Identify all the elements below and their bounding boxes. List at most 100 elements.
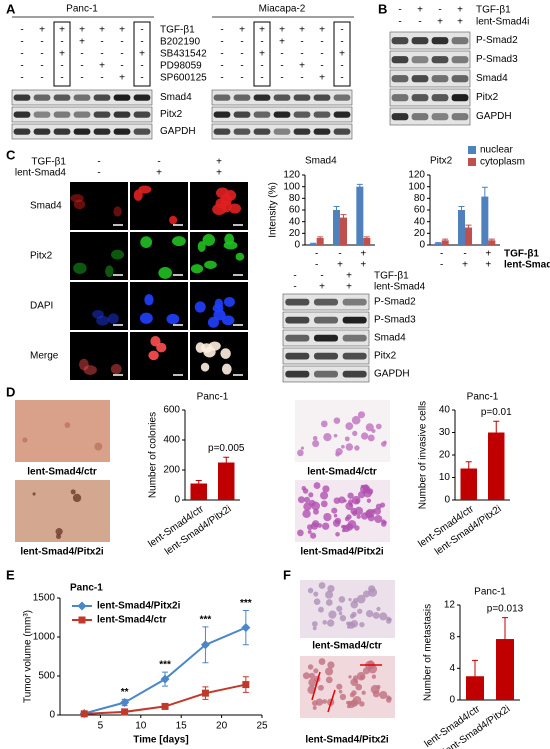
sign: -	[340, 37, 343, 48]
sign: -	[220, 73, 223, 84]
cell	[96, 315, 110, 326]
photo-feature	[323, 432, 332, 442]
photo-feature	[310, 532, 317, 539]
error-bar	[223, 456, 230, 469]
sign: -	[315, 260, 318, 271]
marker	[80, 710, 88, 718]
blot-band	[431, 37, 449, 45]
bar	[356, 186, 364, 245]
blot-band	[33, 111, 51, 118]
error-bar	[202, 626, 209, 664]
cell	[221, 363, 232, 375]
cell	[190, 264, 204, 274]
cell	[215, 187, 230, 199]
error-bar	[458, 206, 465, 214]
blot-band	[233, 128, 251, 135]
error-bar	[333, 206, 340, 214]
blot-band	[253, 111, 271, 118]
sign: -	[140, 61, 143, 72]
photo-feature	[72, 493, 82, 503]
sign: -	[340, 61, 343, 72]
cell	[235, 252, 245, 261]
photo-feature	[375, 423, 382, 430]
sign: -	[260, 73, 263, 84]
sign: -	[60, 37, 63, 48]
blot-band	[391, 37, 409, 45]
cell	[73, 262, 87, 274]
legend-swatch	[468, 146, 476, 154]
blot-band	[213, 128, 231, 135]
sign: +	[216, 168, 222, 179]
sign: +	[319, 25, 325, 36]
photo-feature	[297, 529, 304, 537]
image-label: lent-Smad4/Pitx2i	[20, 547, 104, 558]
photo-feature	[322, 522, 330, 530]
y-tick-label: 60	[414, 205, 426, 216]
blot-background	[11, 106, 153, 123]
sign: -	[97, 168, 100, 179]
y-tick-label: 400	[163, 435, 180, 446]
legend-label: lent-Smad4/Pitx2i	[97, 601, 181, 612]
significance: ***	[240, 598, 252, 609]
blot-band	[313, 370, 339, 378]
photo-feature	[354, 506, 364, 516]
sign: -	[80, 73, 83, 84]
arrow	[311, 671, 321, 701]
photo-feature	[379, 690, 388, 700]
blot-band	[273, 94, 291, 101]
y-tick-label: 500	[38, 671, 55, 682]
marker	[160, 674, 170, 684]
marker	[201, 689, 209, 697]
photo-feature	[352, 597, 359, 604]
bar	[340, 217, 347, 245]
blot-band	[73, 128, 91, 135]
photo-feature	[308, 678, 317, 687]
blot-label: P-Smad3	[476, 54, 518, 65]
photo-feature	[365, 609, 374, 618]
image-row-label: Merge	[30, 351, 59, 362]
y-tick-label: 40	[439, 405, 451, 416]
photo-feature	[308, 492, 314, 498]
y-tick-label: 0	[294, 240, 300, 251]
y-tick-label: 0	[174, 495, 180, 506]
photo-feature	[322, 620, 328, 625]
blot-background	[389, 50, 471, 69]
treatment-label: SP600125	[160, 73, 207, 84]
photo-feature	[345, 443, 354, 451]
treatment-label: TGF-β1	[476, 5, 511, 16]
photo-feature	[32, 492, 36, 496]
sign: -	[315, 249, 318, 260]
cell	[202, 234, 216, 246]
sign: -	[140, 37, 143, 48]
lane-box	[53, 21, 71, 87]
sign: -	[260, 37, 263, 48]
blot-band	[285, 334, 310, 342]
cell	[166, 313, 180, 325]
sign: +	[299, 25, 305, 36]
photo-feature	[55, 528, 63, 536]
sign: +	[259, 25, 265, 36]
x-axis-label: Time [days]	[133, 735, 188, 746]
photo-feature	[345, 422, 354, 431]
blot-band	[133, 111, 151, 118]
chart-title: Panc-1	[197, 392, 229, 403]
sign: -	[440, 249, 443, 260]
sign: -	[293, 271, 296, 282]
photo-feature	[346, 514, 352, 520]
treatment-label: TGF-β1	[374, 271, 409, 282]
y-tick-label: 0	[444, 495, 450, 506]
photo-feature	[347, 499, 354, 505]
blot-band	[313, 334, 339, 342]
y-tick-label: 4	[449, 663, 455, 674]
sign: +	[59, 25, 65, 36]
blot-label: P-Smad2	[374, 297, 416, 308]
sign: -	[40, 49, 43, 60]
p-value: p=0.013	[487, 603, 524, 614]
sign: +	[462, 260, 468, 271]
error-bar	[493, 420, 500, 445]
photo-feature	[354, 445, 360, 451]
sign: -	[300, 73, 303, 84]
photo-feature	[371, 428, 376, 434]
photo-feature	[303, 502, 312, 511]
photo-feature	[307, 587, 314, 594]
